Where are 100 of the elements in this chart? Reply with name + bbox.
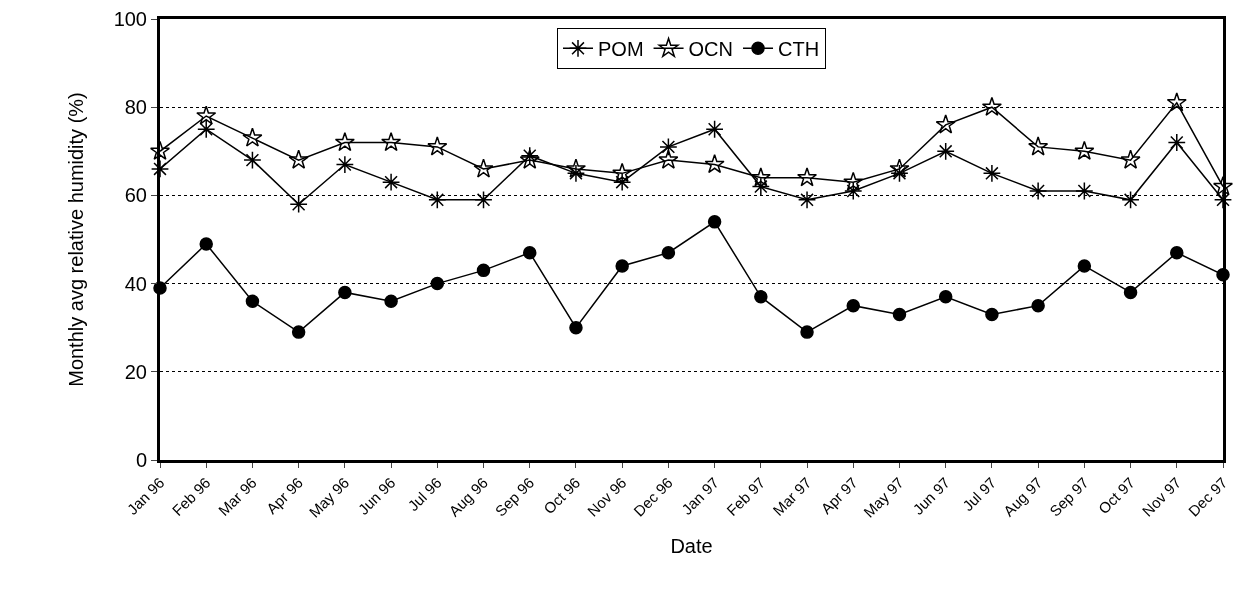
point [150,159,170,179]
y-tick-label: 100 [113,8,147,30]
point [613,173,632,192]
point [1123,285,1138,300]
point [381,173,401,192]
point [935,114,956,134]
y-tick-label: 0 [135,449,147,471]
point [800,325,814,339]
point [1121,190,1140,209]
y-tick-label: 40 [124,272,147,295]
point [196,105,217,125]
point [474,190,493,209]
x-tick-label: Oct 97 [1094,473,1138,518]
x-tick-label: Jun 96 [354,473,399,518]
point [1120,149,1141,169]
point [707,215,722,229]
point [658,149,679,169]
y-tick-label: 20 [124,360,147,383]
point [889,158,910,178]
x-tick-label: Nov 96 [583,473,630,520]
point [149,140,171,160]
x-tick-label: May 96 [305,473,353,521]
point [1031,298,1045,313]
point [981,96,1002,116]
point [338,285,352,300]
legend-label: CTH [778,38,820,61]
point [615,259,629,273]
y-tick-label: 60 [124,184,147,207]
point [242,127,263,147]
x-tick-label: Sep 96 [491,473,538,520]
x-tick-label: Nov 97 [1138,473,1185,520]
x-tick-label: Jan 97 [678,473,723,518]
point [1075,181,1094,201]
point [197,120,216,139]
x-tick-label: Jul 96 [404,473,445,515]
point [1028,136,1049,156]
x-tick-label: Aug 97 [999,473,1046,520]
point [843,171,864,191]
point [1212,176,1234,196]
point [384,294,398,308]
legend-label: POM [598,38,644,61]
point [936,142,955,161]
point [938,290,953,304]
x-tick-label: Apr 97 [817,473,861,518]
point [288,149,309,169]
y-axis-title: Monthly avg relative humidity (%) [65,92,88,387]
point [750,167,771,187]
point [705,120,724,139]
point [430,276,445,291]
point [1167,133,1186,152]
point [797,190,817,209]
point [1213,190,1233,209]
point [335,155,355,174]
point [1077,259,1092,273]
point [892,307,907,322]
x-tick-label: Apr 96 [262,473,307,518]
x-tick-label: Jul 97 [959,473,1000,515]
point [846,298,861,313]
point [523,245,537,260]
point [427,136,448,156]
point [1074,140,1095,160]
point [982,164,1002,183]
point [243,150,262,170]
point [519,149,540,169]
point [289,195,308,214]
point [1166,92,1187,112]
x-tick-label: Dec 97 [1184,473,1231,520]
x-tick-label: Jun 97 [909,473,954,518]
point [334,131,355,152]
point [704,153,725,174]
point [520,146,539,165]
x-tick-label: May 97 [860,473,907,521]
point [291,325,306,339]
point [751,177,770,196]
x-tick-label: Dec 96 [630,473,676,520]
x-axis-title: Date [670,535,713,558]
point [659,137,678,157]
point [1028,181,1048,201]
point [844,181,863,201]
point [796,167,818,187]
x-tick-label: Feb 97 [723,473,769,519]
x-tick-label: Aug 96 [445,473,491,520]
point [754,290,768,304]
point [1170,245,1184,260]
point [473,158,494,178]
point [890,164,909,183]
point [612,162,633,183]
x-tick-label: Oct 96 [540,473,584,518]
point [985,307,999,322]
point [199,237,213,251]
y-tick-label: 80 [124,96,147,119]
point [476,263,491,278]
point [569,320,583,335]
x-tick-label: Feb 96 [168,473,214,519]
x-tick-label: Jan 96 [123,473,168,518]
legend-label: OCN [688,38,734,61]
point [661,245,676,260]
point [428,190,447,209]
point [381,131,402,152]
point [566,164,586,183]
